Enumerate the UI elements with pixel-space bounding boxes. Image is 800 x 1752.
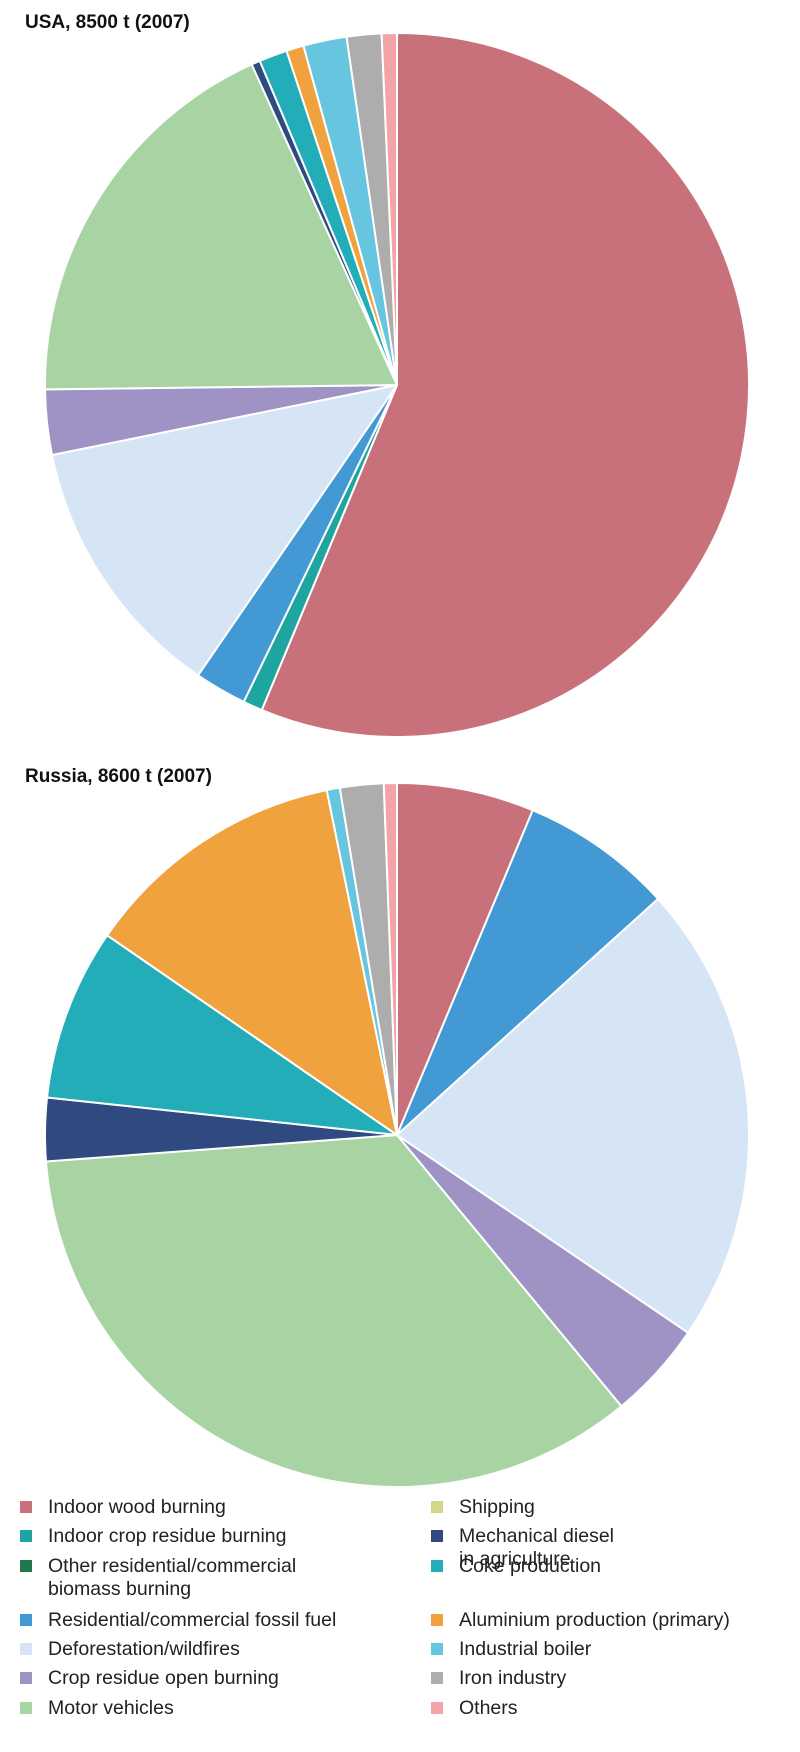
legend-item-motor-vehicles: Motor vehicles bbox=[20, 1697, 174, 1720]
russia-slice-residential-commercial-fossil-fuel bbox=[396, 809, 660, 1136]
usa-slice-motor-vehicles bbox=[44, 63, 398, 391]
legend-label: Coke production bbox=[459, 1555, 602, 1577]
legend-item-iron-industry: Iron industry bbox=[431, 1667, 566, 1690]
legend-swatch bbox=[20, 1643, 32, 1655]
usa-chart-title: USA, 8500 t (2007) bbox=[25, 12, 190, 33]
legend-swatch bbox=[431, 1501, 443, 1513]
russia-slice-coke-production bbox=[46, 934, 398, 1136]
russia-slice-others bbox=[382, 782, 398, 1136]
legend-swatch bbox=[431, 1560, 443, 1572]
legend-swatch bbox=[20, 1501, 32, 1513]
legend-item-other-residential-commercial-biomass-burning: Other residential/commercial biomass bur… bbox=[20, 1555, 296, 1601]
legend-label: Iron industry bbox=[459, 1667, 567, 1689]
legend-label: Crop residue open burning bbox=[48, 1667, 279, 1689]
legend-label: Motor vehicles bbox=[48, 1697, 174, 1719]
russia-slice-indoor-wood-burning bbox=[396, 782, 534, 1136]
legend-swatch bbox=[20, 1560, 32, 1572]
legend-swatch bbox=[20, 1614, 32, 1626]
usa-slice-indoor-wood-burning bbox=[260, 32, 750, 738]
russia-chart-title: Russia, 8600 t (2007) bbox=[25, 766, 212, 787]
legend-item-indoor-wood-burning: Indoor wood burning bbox=[20, 1496, 226, 1519]
legend-item-aluminium-production-primary: Aluminium production (primary) bbox=[431, 1609, 730, 1632]
legend-item-mechanical-diesel-in-agriculture: Mechanical diesel in agriculture bbox=[431, 1525, 614, 1571]
legend-item-indoor-crop-residue-burning: Indoor crop residue burning bbox=[20, 1525, 287, 1548]
usa-slice-deforestation-wildfires bbox=[51, 384, 398, 677]
legend-item-coke-production: Coke production bbox=[431, 1555, 601, 1578]
legend-label: Deforestation/wildfires bbox=[48, 1638, 240, 1660]
legend-label: Mechanical diesel in agriculture bbox=[459, 1525, 615, 1570]
russia-slice-aluminium-production-primary bbox=[106, 789, 398, 1136]
legend-swatch bbox=[431, 1530, 443, 1542]
legend-label: Aluminium production (primary) bbox=[459, 1609, 730, 1631]
legend-item-residential-commercial-fossil-fuel: Residential/commercial fossil fuel bbox=[20, 1609, 336, 1632]
russia-slice-motor-vehicles bbox=[45, 1134, 623, 1488]
legend-item-deforestation-wildfires: Deforestation/wildfires bbox=[20, 1638, 240, 1661]
legend-swatch bbox=[20, 1672, 32, 1684]
legend-swatch bbox=[20, 1702, 32, 1714]
legend-swatch bbox=[431, 1614, 443, 1626]
legend-item-others: Others bbox=[431, 1697, 518, 1720]
legend-item-crop-residue-open-burning: Crop residue open burning bbox=[20, 1667, 279, 1690]
legend-label: Indoor wood burning bbox=[48, 1496, 226, 1518]
legend-item-shipping: Shipping bbox=[431, 1496, 535, 1519]
legend-swatch bbox=[431, 1672, 443, 1684]
russia-slice-deforestation-wildfires bbox=[396, 897, 750, 1334]
legend-label: Industrial boiler bbox=[459, 1638, 592, 1660]
legend-label: Other residential/commercial biomass bur… bbox=[48, 1555, 297, 1600]
russia-pie-chart bbox=[44, 782, 750, 1488]
legend-label: Residential/commercial fossil fuel bbox=[48, 1609, 337, 1631]
usa-slice-others bbox=[380, 32, 398, 386]
legend-swatch bbox=[20, 1530, 32, 1542]
usa-pie-chart bbox=[44, 32, 750, 738]
legend-swatch bbox=[431, 1643, 443, 1655]
legend-swatch bbox=[431, 1702, 443, 1714]
legend-item-industrial-boiler: Industrial boiler bbox=[431, 1638, 591, 1661]
legend-label: Indoor crop residue burning bbox=[48, 1525, 287, 1547]
legend-label: Others bbox=[459, 1697, 518, 1719]
legend-label: Shipping bbox=[459, 1496, 535, 1518]
